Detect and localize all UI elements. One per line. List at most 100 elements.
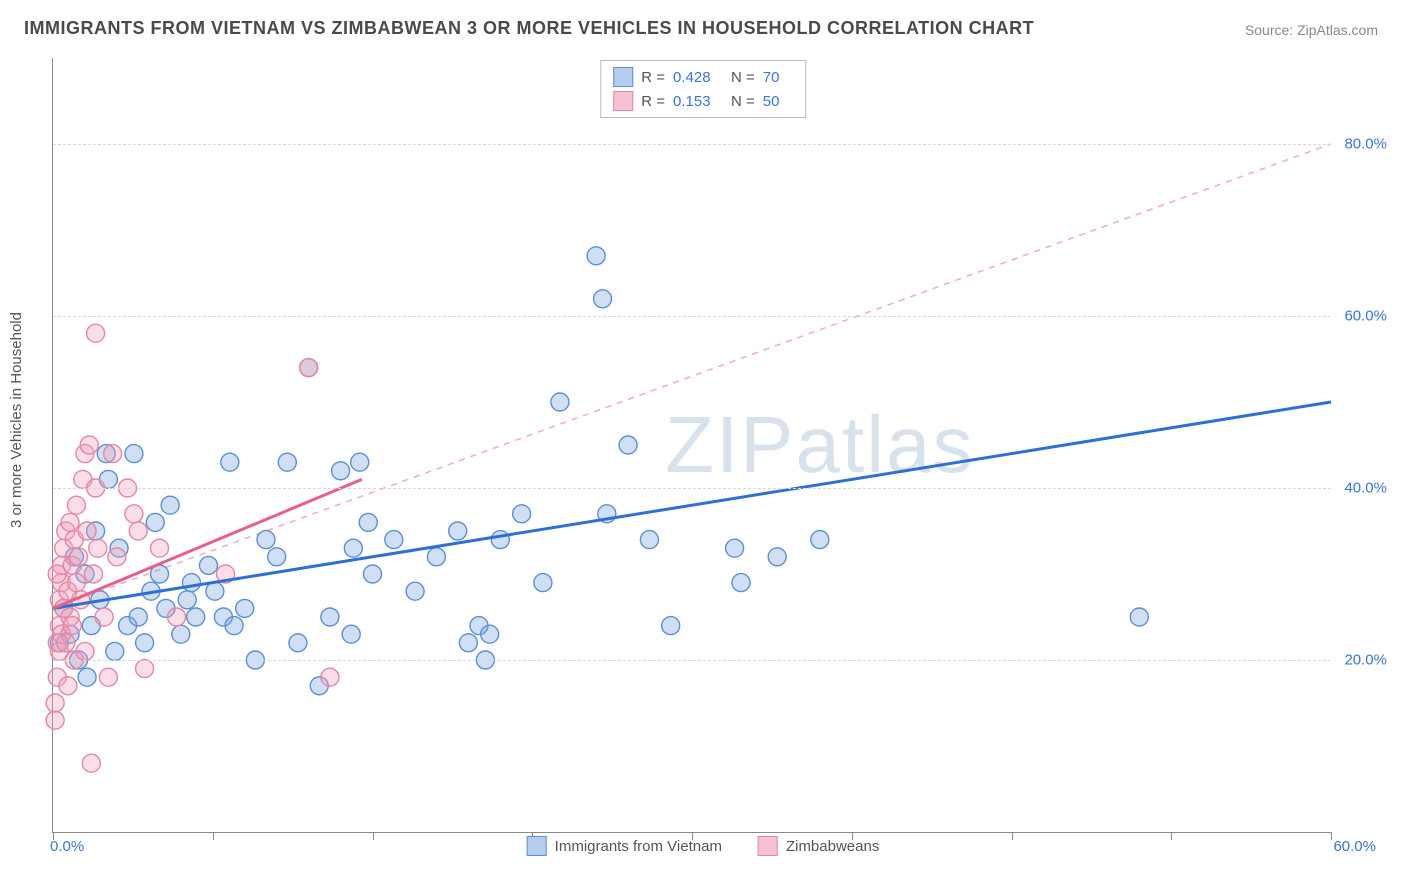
gridline — [53, 660, 1331, 661]
legend-label: Zimbabweans — [786, 838, 879, 855]
data-point — [82, 754, 100, 772]
data-point — [168, 608, 186, 626]
data-point — [342, 625, 360, 643]
stat-r-label: R = — [641, 69, 665, 86]
chart-title: IMMIGRANTS FROM VIETNAM VS ZIMBABWEAN 3 … — [24, 18, 1034, 39]
data-point — [594, 290, 612, 308]
legend-stats-row: R =0.428N =70 — [613, 65, 793, 89]
data-point — [46, 711, 64, 729]
stat-r-value: 0.153 — [673, 93, 723, 110]
legend-swatch — [613, 67, 633, 87]
x-tick — [1331, 832, 1332, 840]
data-point — [257, 531, 275, 549]
data-point — [221, 453, 239, 471]
data-point — [182, 574, 200, 592]
data-point — [78, 522, 96, 540]
data-point — [587, 247, 605, 265]
data-point — [225, 617, 243, 635]
source-link[interactable]: ZipAtlas.com — [1297, 22, 1378, 38]
data-point — [67, 496, 85, 514]
data-point — [172, 625, 190, 643]
data-point — [106, 642, 124, 660]
y-axis-title: 3 or more Vehicles in Household — [8, 312, 25, 528]
data-point — [129, 522, 147, 540]
chart-svg — [53, 58, 1331, 832]
data-point — [236, 599, 254, 617]
data-point — [344, 539, 362, 557]
x-tick — [213, 832, 214, 840]
data-point — [84, 565, 102, 583]
data-point — [321, 668, 339, 686]
stat-n-value: 50 — [763, 93, 793, 110]
data-point — [57, 634, 75, 652]
data-point — [406, 582, 424, 600]
legend-stats-row: R = 0.153 N = 50 — [613, 89, 793, 113]
data-point — [534, 574, 552, 592]
trendline — [53, 402, 1331, 608]
stat-r-label: R = — [641, 93, 665, 110]
legend-stats-box: R =0.428N =70R =0.153N =50 — [600, 60, 806, 118]
data-point — [67, 574, 85, 592]
data-point — [108, 548, 126, 566]
data-point — [78, 668, 96, 686]
data-point — [136, 660, 154, 678]
data-point — [206, 582, 224, 600]
data-point — [768, 548, 786, 566]
source-attribution: Source: ZipAtlas.com — [1245, 22, 1378, 38]
data-point — [513, 505, 531, 523]
data-point — [551, 393, 569, 411]
legend-item: Immigrants from Vietnam — [527, 836, 722, 856]
y-tick-label: 20.0% — [1344, 652, 1387, 669]
data-point — [80, 436, 98, 454]
chart-plot-area: ZIPatlas 20.0%40.0%60.0%80.0% — [52, 58, 1331, 833]
data-point — [70, 548, 88, 566]
legend-bottom: Immigrants from Vietnam Zimbabweans — [527, 836, 880, 856]
data-point — [268, 548, 286, 566]
data-point — [187, 608, 205, 626]
data-point — [427, 548, 445, 566]
data-point — [87, 324, 105, 342]
legend-swatch — [527, 836, 547, 856]
legend-item: Zimbabweans — [758, 836, 879, 856]
data-point — [99, 668, 117, 686]
data-point — [146, 513, 164, 531]
data-point — [732, 574, 750, 592]
y-tick-label: 40.0% — [1344, 480, 1387, 497]
legend-swatch — [758, 836, 778, 856]
data-point — [640, 531, 658, 549]
data-point — [662, 617, 680, 635]
data-point — [351, 453, 369, 471]
data-point — [161, 496, 179, 514]
gridline — [53, 144, 1331, 145]
x-tick — [373, 832, 374, 840]
data-point — [811, 531, 829, 549]
stat-n-label: N = — [731, 93, 755, 110]
data-point — [300, 359, 318, 377]
data-point — [726, 539, 744, 557]
data-point — [619, 436, 637, 454]
stat-n-label: N = — [731, 69, 755, 86]
data-point — [332, 462, 350, 480]
data-point — [491, 531, 509, 549]
x-tick — [1012, 832, 1013, 840]
gridline — [53, 488, 1331, 489]
x-axis-max-label: 60.0% — [1333, 838, 1376, 855]
trendline-dashed — [53, 144, 1331, 608]
legend-label: Immigrants from Vietnam — [555, 838, 722, 855]
data-point — [95, 608, 113, 626]
data-point — [364, 565, 382, 583]
data-point — [125, 445, 143, 463]
data-point — [151, 539, 169, 557]
x-axis-min-label: 0.0% — [50, 838, 84, 855]
data-point — [178, 591, 196, 609]
data-point — [46, 694, 64, 712]
data-point — [359, 513, 377, 531]
data-point — [289, 634, 307, 652]
data-point — [89, 539, 107, 557]
legend-swatch — [613, 91, 633, 111]
data-point — [76, 642, 94, 660]
y-tick-label: 60.0% — [1344, 308, 1387, 325]
data-point — [129, 608, 147, 626]
stat-n-value: 70 — [763, 69, 793, 86]
data-point — [63, 617, 81, 635]
